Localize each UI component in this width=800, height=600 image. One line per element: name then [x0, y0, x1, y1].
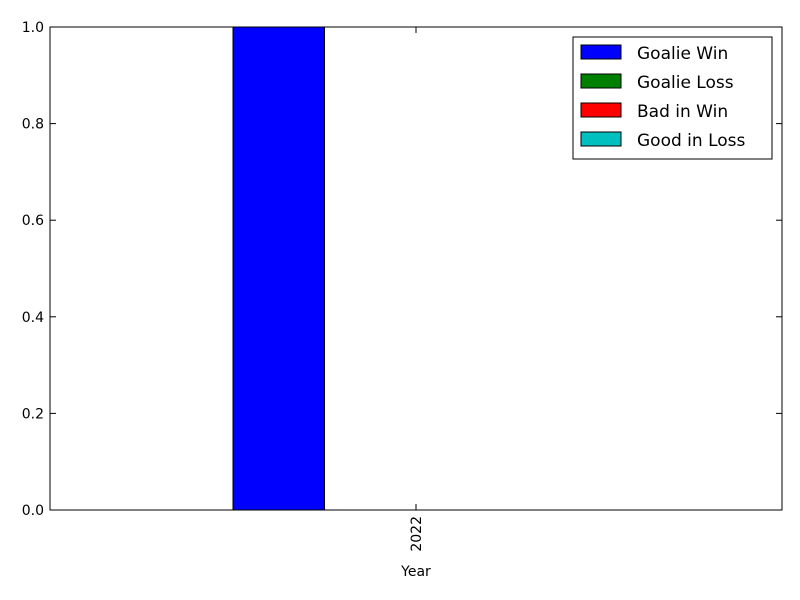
legend: Goalie Win Goalie Loss Bad in Win Good in L…: [572, 36, 773, 160]
bars-group: [232, 26, 325, 511]
x-axis-label: Year: [400, 564, 431, 580]
y-tick-label: 0.2: [22, 406, 44, 422]
y-tick-label: 0.4: [22, 310, 44, 326]
legend-label: Good in Loss: [637, 131, 746, 151]
legend-label: Goalie Loss: [637, 73, 734, 93]
x-axis: 2022: [409, 27, 425, 552]
legend-swatch: [580, 102, 622, 118]
bar-goalie-win: [232, 26, 325, 511]
legend-label: Goalie Win: [637, 44, 728, 64]
y-axis: 0.0 0.2 0.4 0.6 0.8 1.0: [22, 20, 782, 519]
legend-swatch: [580, 44, 622, 60]
y-tick-label: 0.8: [22, 117, 44, 133]
y-tick-label: 0.6: [22, 213, 44, 229]
legend-label: Bad in Win: [637, 102, 728, 122]
x-tick-label: 2022: [409, 516, 425, 552]
y-tick-label: 0.0: [22, 503, 44, 519]
legend-swatch: [580, 73, 622, 89]
y-tick-label: 1.0: [22, 20, 44, 36]
legend-swatch: [580, 131, 622, 147]
